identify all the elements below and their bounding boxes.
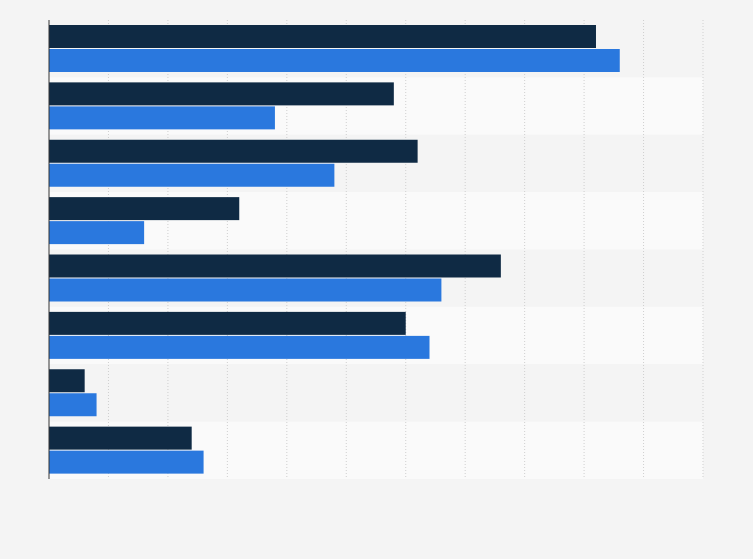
bar <box>49 106 275 130</box>
bar <box>49 139 418 163</box>
bar <box>49 163 335 187</box>
bar <box>49 278 442 302</box>
bar <box>49 221 145 245</box>
bar <box>49 311 406 335</box>
bar <box>49 197 240 221</box>
bar <box>49 254 501 278</box>
bar <box>49 82 394 106</box>
bar <box>49 450 204 474</box>
bar <box>49 25 596 48</box>
bar <box>49 49 620 72</box>
band-background <box>49 364 703 422</box>
bar <box>49 335 430 359</box>
bar <box>49 369 85 393</box>
bar <box>49 426 192 450</box>
bar <box>49 393 97 417</box>
